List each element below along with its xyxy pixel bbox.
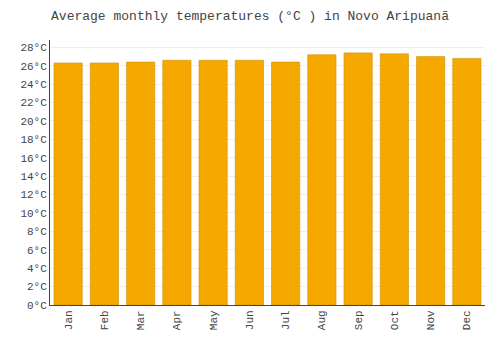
svg-text:Apr: Apr — [171, 310, 183, 330]
svg-text:18°C: 18°C — [20, 134, 47, 146]
svg-text:Jul: Jul — [280, 310, 292, 330]
svg-text:4°C: 4°C — [27, 263, 47, 275]
svg-text:8°C: 8°C — [27, 226, 47, 238]
svg-text:Aug: Aug — [316, 310, 328, 330]
svg-text:Average monthly temperatures (: Average monthly temperatures (°C ) in No… — [51, 9, 449, 24]
svg-text:Sep: Sep — [353, 310, 365, 330]
svg-text:Oct: Oct — [389, 310, 401, 330]
svg-text:2°C: 2°C — [27, 281, 47, 293]
svg-text:May: May — [208, 310, 220, 330]
svg-text:Nov: Nov — [425, 310, 437, 330]
svg-text:Jan: Jan — [63, 310, 75, 330]
svg-text:20°C: 20°C — [20, 116, 47, 128]
svg-text:16°C: 16°C — [20, 153, 47, 165]
svg-text:26°C: 26°C — [20, 61, 47, 73]
svg-text:22°C: 22°C — [20, 97, 47, 109]
svg-text:Dec: Dec — [461, 310, 473, 330]
svg-text:10°C: 10°C — [20, 208, 47, 220]
svg-text:12°C: 12°C — [20, 189, 47, 201]
svg-text:28°C: 28°C — [20, 42, 47, 54]
svg-text:0°C: 0°C — [27, 300, 47, 312]
svg-text:Jun: Jun — [244, 310, 256, 330]
svg-text:6°C: 6°C — [27, 245, 47, 257]
svg-text:14°C: 14°C — [20, 171, 47, 183]
svg-text:Mar: Mar — [135, 310, 147, 330]
svg-text:24°C: 24°C — [20, 79, 47, 91]
svg-text:Feb: Feb — [99, 310, 111, 330]
